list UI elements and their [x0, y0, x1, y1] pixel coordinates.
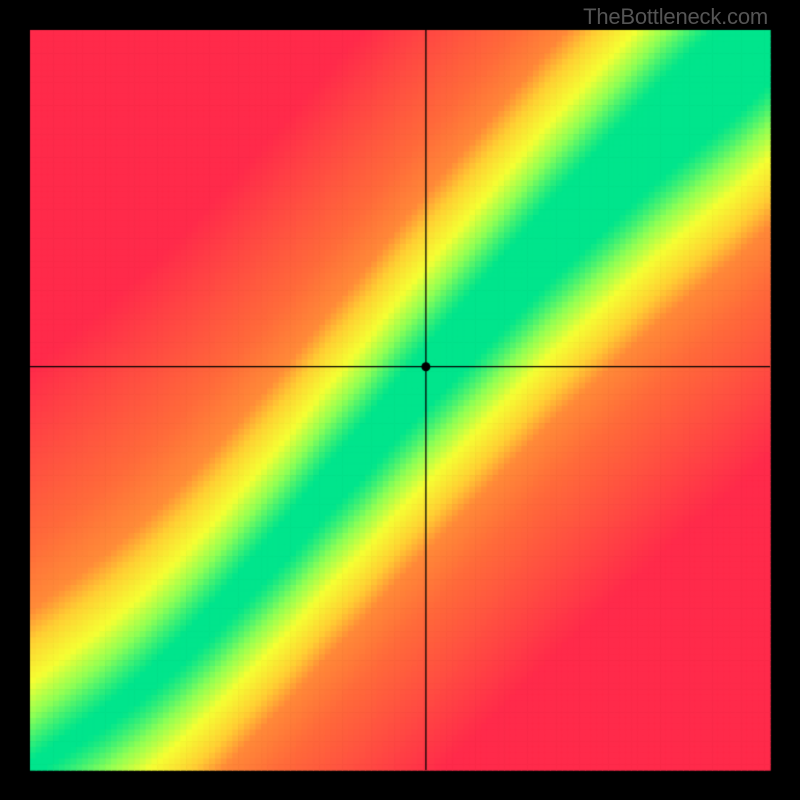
watermark-text: TheBottleneck.com: [583, 4, 768, 30]
bottleneck-heatmap: [0, 0, 800, 800]
